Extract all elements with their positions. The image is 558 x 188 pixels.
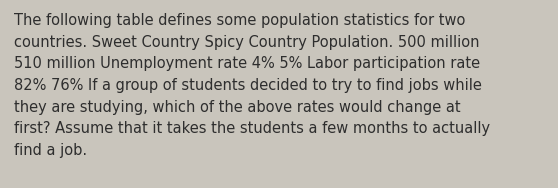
Text: The following table defines some population statistics for two
countries. Sweet : The following table defines some populat… <box>14 13 490 158</box>
